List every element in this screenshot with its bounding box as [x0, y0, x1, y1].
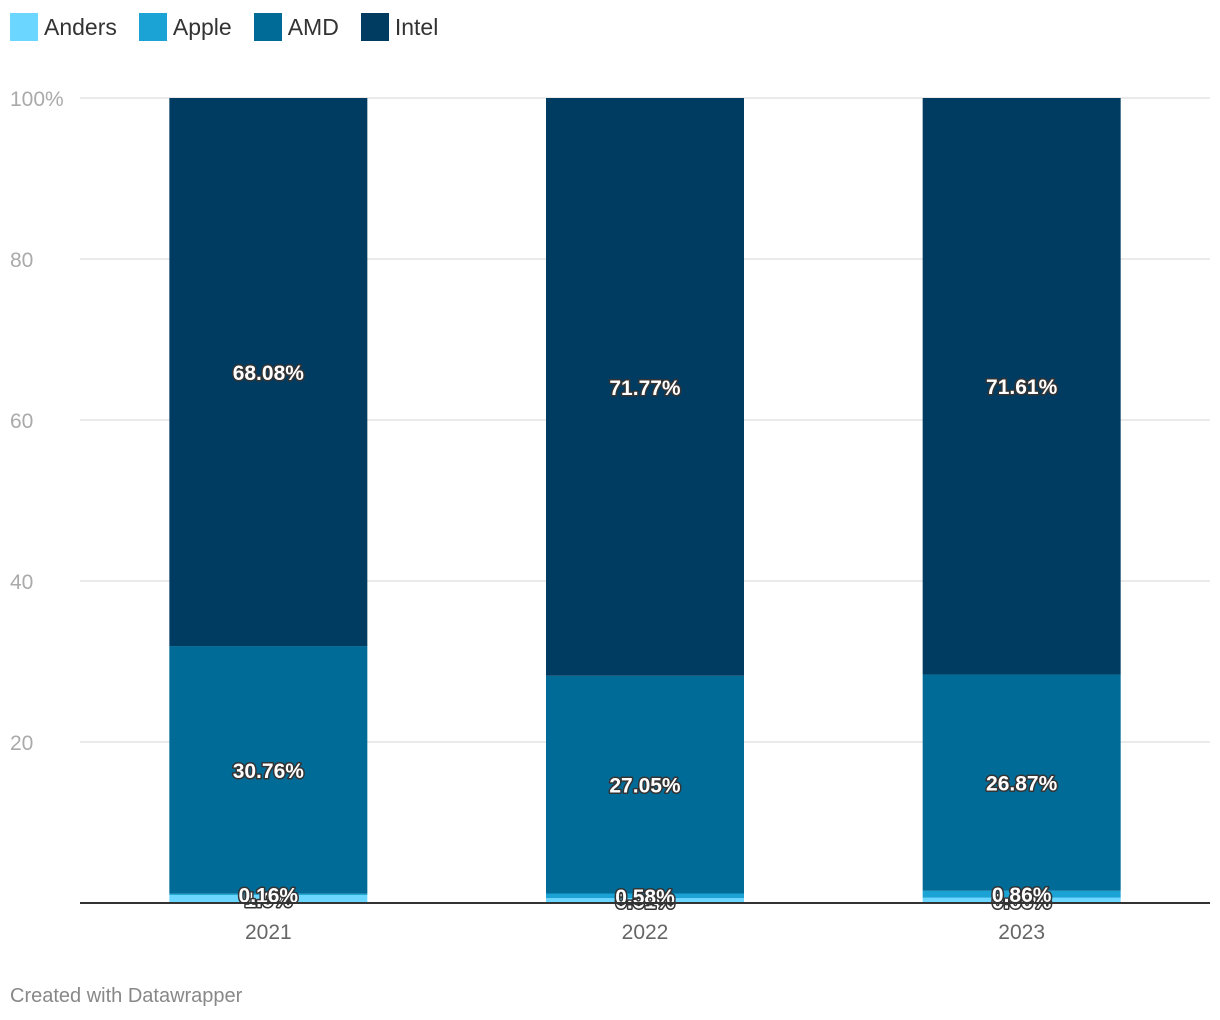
- y-tick-label: 100%: [10, 88, 64, 111]
- chart-legend: Anders Apple AMD Intel: [10, 12, 460, 42]
- y-tick-label: 40: [10, 571, 33, 594]
- y-tick-label: 80: [10, 249, 33, 272]
- data-label-apple-2022: 0.58%: [615, 886, 675, 909]
- bar-apple-2023: [922, 890, 1121, 898]
- data-label-amd-2023: 26.87%: [986, 773, 1058, 796]
- y-tick-label: 60: [10, 410, 33, 433]
- data-label-anders-2023: 0.66%: [992, 890, 1052, 913]
- bar-intel-2021: [169, 98, 368, 647]
- bar-amd-2021: [169, 646, 368, 894]
- legend-item-amd: AMD: [253, 13, 339, 41]
- legend-swatch: [360, 13, 389, 41]
- data-label-apple-2023: 0.86%: [992, 884, 1052, 907]
- legend-swatch: [253, 13, 282, 41]
- bar-anders-2021: [169, 894, 368, 903]
- x-tick-label: 2021: [245, 921, 292, 944]
- bar-amd-2022: [546, 675, 744, 894]
- bar-intel-2022: [546, 98, 744, 676]
- x-tick-label: 2023: [998, 921, 1045, 944]
- data-label-intel-2022: 71.77%: [609, 377, 681, 400]
- data-label-intel-2021: 68.08%: [233, 362, 305, 385]
- y-tick-label: 20: [10, 732, 33, 755]
- data-label-amd-2022: 27.05%: [609, 775, 681, 798]
- bar-apple-2022: [546, 893, 744, 899]
- bar-intel-2023: [922, 98, 1121, 675]
- bar-amd-2023: [922, 674, 1121, 891]
- bar-apple-2021: [169, 893, 368, 895]
- legend-item-anders: Anders: [10, 13, 117, 41]
- legend-item-intel: Intel: [360, 13, 439, 41]
- legend-label: Intel: [394, 13, 439, 40]
- data-label-anders-2021: 1.0%: [244, 889, 292, 912]
- legend-label: Apple: [172, 13, 232, 40]
- data-label-apple-2021: 0.16%: [239, 884, 299, 907]
- legend-label: AMD: [287, 13, 339, 40]
- legend-swatch: [10, 13, 38, 41]
- bar-anders-2022: [546, 898, 744, 903]
- footer-credit: Created with Datawrapper: [10, 985, 243, 1007]
- legend-item-apple: Apple: [138, 13, 232, 41]
- data-label-amd-2021: 30.76%: [233, 760, 305, 783]
- legend-swatch: [138, 13, 167, 41]
- legend-label: Anders: [44, 13, 117, 40]
- x-tick-label: 2022: [622, 921, 669, 944]
- stacked-bar-chart: 20 40 60 80 100% 1.0%0.16% 30.76% 68.08% 2021 0.6…: [10, 88, 1210, 944]
- data-label-intel-2023: 71.61%: [986, 376, 1058, 399]
- bar-anders-2023: [922, 897, 1121, 903]
